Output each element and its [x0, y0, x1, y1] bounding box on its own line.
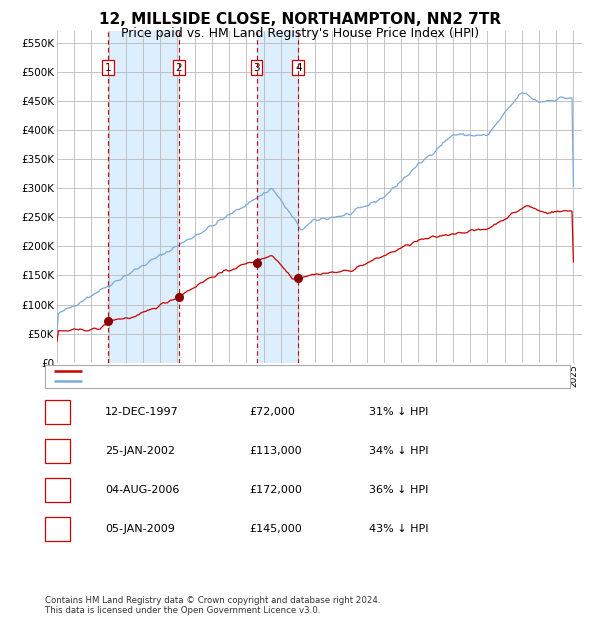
Text: 43% ↓ HPI: 43% ↓ HPI: [369, 524, 428, 534]
Text: £72,000: £72,000: [249, 407, 295, 417]
Text: 2: 2: [54, 446, 61, 456]
Text: Contains HM Land Registry data © Crown copyright and database right 2024.
This d: Contains HM Land Registry data © Crown c…: [45, 596, 380, 615]
Text: 36% ↓ HPI: 36% ↓ HPI: [369, 485, 428, 495]
Bar: [257, 31, 298, 363]
Text: 3: 3: [54, 485, 61, 495]
Text: 1: 1: [104, 63, 111, 73]
Text: Price paid vs. HM Land Registry's House Price Index (HPI): Price paid vs. HM Land Registry's House …: [121, 27, 479, 40]
Text: 2: 2: [175, 63, 182, 73]
Text: 3: 3: [253, 63, 260, 73]
Text: 05-JAN-2009: 05-JAN-2009: [105, 524, 175, 534]
Text: 31% ↓ HPI: 31% ↓ HPI: [369, 407, 428, 417]
Text: 04-AUG-2006: 04-AUG-2006: [105, 485, 179, 495]
Text: 1: 1: [54, 407, 61, 417]
Text: £145,000: £145,000: [249, 524, 302, 534]
Text: £172,000: £172,000: [249, 485, 302, 495]
Text: 4: 4: [54, 524, 61, 534]
Text: HPI: Average price, detached house, West Northamptonshire: HPI: Average price, detached house, West…: [86, 376, 383, 386]
Text: 34% ↓ HPI: 34% ↓ HPI: [369, 446, 428, 456]
Text: 4: 4: [295, 63, 302, 73]
Text: £113,000: £113,000: [249, 446, 302, 456]
Text: 12, MILLSIDE CLOSE, NORTHAMPTON, NN2 7TR (detached house): 12, MILLSIDE CLOSE, NORTHAMPTON, NN2 7TR…: [86, 366, 406, 376]
Text: 12-DEC-1997: 12-DEC-1997: [105, 407, 179, 417]
Bar: [108, 31, 179, 363]
Text: 25-JAN-2002: 25-JAN-2002: [105, 446, 175, 456]
Text: 12, MILLSIDE CLOSE, NORTHAMPTON, NN2 7TR: 12, MILLSIDE CLOSE, NORTHAMPTON, NN2 7TR: [99, 12, 501, 27]
